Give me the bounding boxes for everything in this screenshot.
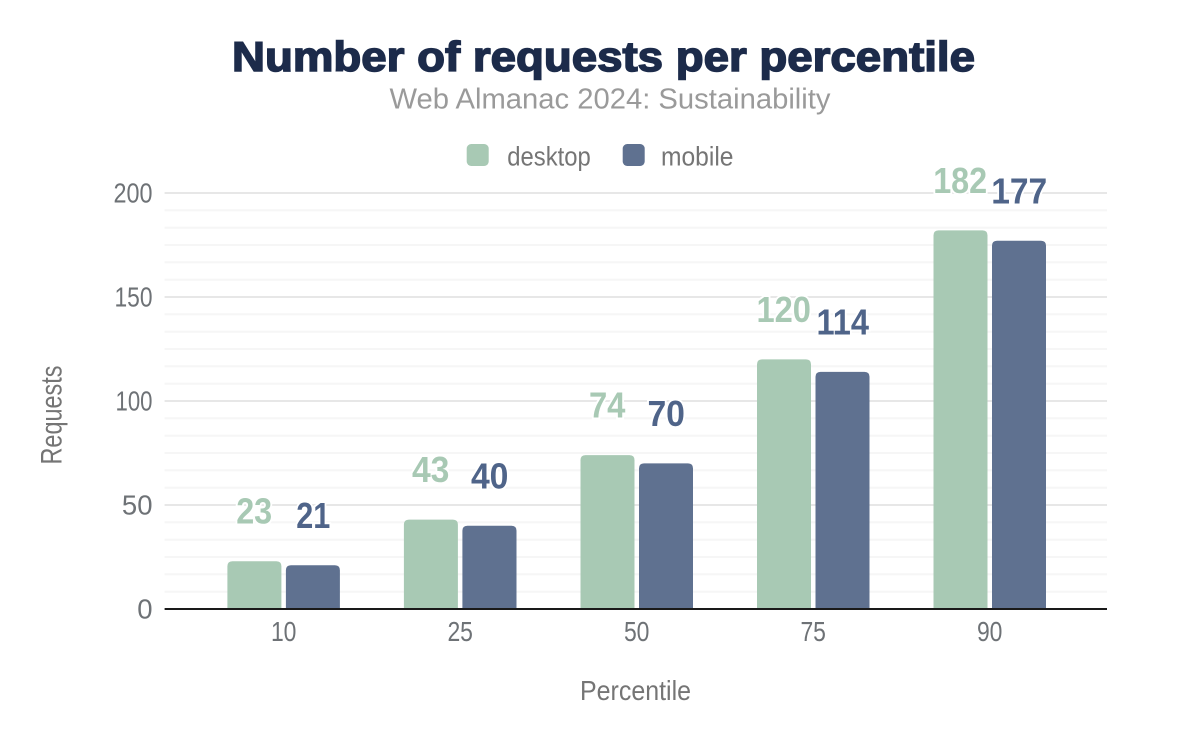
svg-text:Web Almanac 2024: Sustainabili: Web Almanac 2024: Sustainability (390, 84, 831, 116)
svg-text:114: 114 (816, 301, 869, 342)
svg-text:120: 120 (756, 289, 811, 330)
svg-text:43: 43 (412, 449, 450, 490)
svg-text:40: 40 (471, 455, 509, 496)
svg-text:Requests: Requests (36, 366, 69, 465)
svg-text:50: 50 (122, 490, 153, 521)
svg-text:74: 74 (589, 385, 626, 426)
svg-text:mobile: mobile (661, 142, 734, 172)
svg-text:50: 50 (624, 616, 650, 647)
svg-text:desktop: desktop (507, 142, 591, 172)
svg-text:182: 182 (933, 160, 987, 201)
svg-text:23: 23 (236, 491, 272, 532)
svg-text:25: 25 (447, 616, 473, 647)
svg-text:Number of requests per percent: Number of requests per percentile (232, 33, 975, 80)
svg-text:150: 150 (115, 282, 153, 313)
svg-text:100: 100 (116, 386, 153, 417)
svg-text:177: 177 (991, 170, 1047, 211)
svg-text:200: 200 (114, 178, 153, 209)
svg-text:0: 0 (137, 594, 152, 625)
svg-text:Percentile: Percentile (580, 675, 691, 706)
svg-text:90: 90 (977, 616, 1003, 647)
svg-text:10: 10 (271, 616, 297, 647)
svg-text:75: 75 (800, 616, 826, 647)
svg-text:21: 21 (296, 495, 330, 536)
svg-text:70: 70 (647, 393, 685, 434)
